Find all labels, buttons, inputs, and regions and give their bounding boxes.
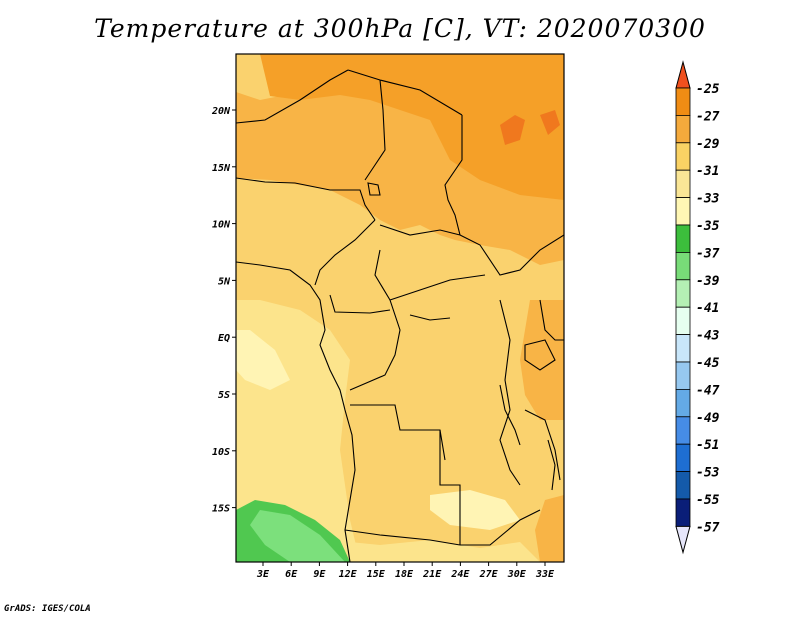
temperature-field [236, 54, 564, 562]
colorbar: -25 -27 -29 -31 -33 -35 -37 -39 -41 -43 -45 -47 -49 -… [675, 60, 720, 555]
lon-tick-label: 24E [450, 569, 470, 580]
colorbar-label: -55 [696, 493, 720, 508]
colorbar-segment [675, 416, 691, 445]
border-chad-car [379, 224, 461, 236]
lon-tick-label: 27E [479, 569, 499, 580]
colorbar-under-triangle [675, 525, 691, 555]
border-zambia-south [460, 509, 541, 546]
colorbar-label: -53 [696, 466, 720, 481]
border-congo-drc [349, 299, 401, 391]
border-angola-namibia [344, 529, 461, 546]
colorbar-segment [675, 361, 691, 390]
lat-tick-label: 10S [212, 447, 230, 458]
lon-tick-label: 3E [256, 569, 270, 580]
lake-victoria [524, 339, 556, 371]
lon-tick-label: 18E [395, 569, 414, 580]
colorbar-segment [675, 471, 691, 500]
footer-credit: GrADS: IGES/COLA [4, 604, 91, 614]
border-libya-chad [347, 69, 463, 116]
colorbar-over-triangle [675, 60, 691, 89]
field-minus-26-ne [500, 115, 525, 145]
lon-tick-label: 33E [535, 569, 555, 580]
border-drc-east [499, 299, 521, 486]
colorbar-segment [675, 224, 691, 253]
lon-tick-label: 15E [367, 569, 386, 580]
colorbar-label: -49 [696, 411, 720, 426]
colorbar-label: -29 [696, 137, 720, 152]
plot-frame [235, 53, 565, 563]
border-uganda-kenya [539, 299, 564, 341]
colorbar-segment [675, 87, 691, 116]
field-minus-34-southwest [330, 540, 540, 562]
lat-tick-label: 10N [212, 220, 231, 231]
border-niger-chad [364, 79, 386, 181]
colorbar-label: -33 [696, 192, 720, 207]
border-niger-algeria [236, 69, 349, 124]
colorbar-label: -43 [696, 329, 720, 344]
lat-tick-label: 20N [211, 106, 231, 117]
colorbar-segment [675, 443, 691, 473]
border-nigeria-north [236, 177, 376, 221]
colorbar-segment [675, 142, 691, 171]
lat-tick-label: 5N [218, 276, 231, 287]
colorbar-label: -35 [696, 219, 720, 234]
country-borders [236, 69, 564, 562]
colorbar-segment [675, 306, 691, 336]
lat-tick-label: EQ [218, 333, 230, 344]
lon-tick-label: 12E [339, 569, 358, 580]
field-minus-36-coast [236, 330, 290, 390]
colorbar-label: -27 [696, 109, 720, 124]
border-tanzania [524, 409, 561, 481]
river-congo [409, 314, 451, 321]
colorbar-label: -37 [696, 246, 720, 261]
lon-tick-label: 30E [507, 569, 527, 580]
latitude-axis: 20N 15N 10N 5N EQ 5S 10S 15S [211, 106, 236, 515]
border-chad-sudan [444, 115, 463, 236]
lat-tick-label: 15S [212, 504, 230, 515]
field-minus-30-southeast [535, 495, 564, 562]
longitude-axis: 3E 6E 9E 12E 15E 18E 21E 24E 27E 30E 33E [256, 562, 555, 580]
colorbar-segment [675, 197, 691, 226]
border-cameroon-gabon [329, 294, 391, 314]
colorbar-segment [675, 334, 691, 363]
lake-tanganyika [499, 384, 521, 446]
field-minus-28-north [260, 54, 564, 200]
colorbar-label: -51 [696, 438, 719, 453]
colorbar-label: -31 [696, 164, 719, 179]
colorbar-label: -41 [696, 301, 719, 316]
field-minus-30-east [520, 300, 564, 420]
border-sudan-south [459, 234, 564, 276]
lake-chad [367, 182, 381, 196]
coastline-west [236, 261, 356, 562]
chart-title: Temperature at 300hPa [C], VT: 202007030… [94, 14, 706, 43]
colorbar-label: -39 [696, 274, 720, 289]
lat-tick-label: 5S [218, 390, 230, 401]
colorbar-segment [675, 169, 691, 198]
colorbar-segment [675, 115, 691, 144]
colorbar-segment [675, 279, 691, 308]
field-minus-40 [250, 510, 345, 562]
border-angola-zambia [439, 430, 461, 545]
lat-tick-label: 15N [212, 163, 231, 174]
border-nigeria-cameroon [314, 219, 376, 286]
colorbar-label: -25 [696, 82, 720, 97]
field-minus-26-ne2 [540, 110, 560, 135]
colorbar-segment [675, 251, 691, 281]
field-minus-36-southcentral [430, 490, 520, 530]
lon-tick-label: 6E [285, 569, 298, 580]
lon-tick-label: 9E [313, 569, 326, 580]
border-drc-angola [350, 404, 446, 461]
colorbar-label: -45 [696, 356, 720, 371]
lon-tick-label: 21E [422, 569, 442, 580]
border-car-south [374, 249, 486, 301]
lake-malawi [547, 439, 556, 491]
colorbar-segment [675, 388, 691, 418]
colorbar-segment [675, 498, 691, 527]
colorbar-label: -47 [696, 383, 720, 398]
colorbar-label: -57 [696, 520, 720, 535]
